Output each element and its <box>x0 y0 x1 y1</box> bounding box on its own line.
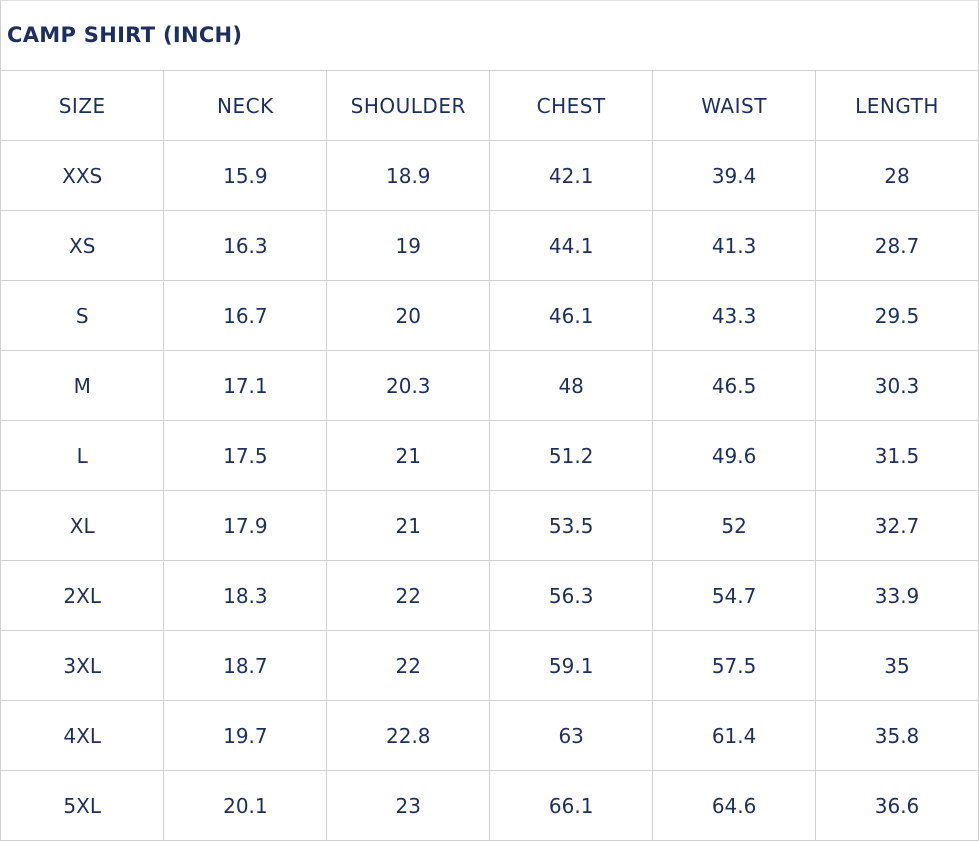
cell-neck: 19.7 <box>163 700 328 771</box>
cell-length: 33.9 <box>815 560 979 631</box>
column-header-shoulder: SHOULDER <box>326 71 491 141</box>
cell-length: 35.8 <box>815 700 979 771</box>
table-row: XXS 15.9 18.9 42.1 39.4 28 <box>1 140 979 211</box>
cell-waist: 64.6 <box>652 770 817 841</box>
cell-waist: 46.5 <box>652 350 817 421</box>
size-table: SIZE NECK SHOULDER CHEST WAIST LENGTH XXS 15.9… <box>1 71 979 841</box>
cell-chest: 44.1 <box>489 210 654 281</box>
cell-shoulder: 19 <box>326 210 491 281</box>
cell-waist: 54.7 <box>652 560 817 631</box>
table-row: 4XL 19.7 22.8 63 61.4 35.8 <box>1 700 979 771</box>
cell-neck: 20.1 <box>163 770 328 841</box>
table-row: 3XL 18.7 22 59.1 57.5 35 <box>1 630 979 701</box>
table-row: XS 16.3 19 44.1 41.3 28.7 <box>1 210 979 281</box>
header-row: SIZE NECK SHOULDER CHEST WAIST LENGTH <box>1 71 979 141</box>
cell-shoulder: 22 <box>326 560 491 631</box>
cell-size: 2XL <box>1 560 165 631</box>
table-row: 5XL 20.1 23 66.1 64.6 36.6 <box>1 770 979 841</box>
cell-chest: 56.3 <box>489 560 654 631</box>
table-row: XL 17.9 21 53.5 52 32.7 <box>1 490 979 561</box>
cell-size: XS <box>1 210 165 281</box>
column-header-size: SIZE <box>1 71 165 141</box>
cell-chest: 46.1 <box>489 280 654 351</box>
cell-size: S <box>1 280 165 351</box>
cell-shoulder: 21 <box>326 420 491 491</box>
cell-shoulder: 20 <box>326 280 491 351</box>
cell-size: 5XL <box>1 770 165 841</box>
cell-shoulder: 22.8 <box>326 700 491 771</box>
cell-length: 29.5 <box>815 280 979 351</box>
cell-shoulder: 18.9 <box>326 140 491 211</box>
column-header-length: LENGTH <box>815 71 979 141</box>
cell-chest: 42.1 <box>489 140 654 211</box>
cell-waist: 57.5 <box>652 630 817 701</box>
cell-size: 4XL <box>1 700 165 771</box>
cell-length: 28.7 <box>815 210 979 281</box>
cell-chest: 59.1 <box>489 630 654 701</box>
cell-chest: 48 <box>489 350 654 421</box>
cell-neck: 16.7 <box>163 280 328 351</box>
cell-waist: 43.3 <box>652 280 817 351</box>
cell-length: 32.7 <box>815 490 979 561</box>
column-header-waist: WAIST <box>652 71 817 141</box>
table-row: S 16.7 20 46.1 43.3 29.5 <box>1 280 979 351</box>
cell-size: L <box>1 420 165 491</box>
cell-chest: 63 <box>489 700 654 771</box>
cell-size: M <box>1 350 165 421</box>
cell-size: XL <box>1 490 165 561</box>
cell-waist: 39.4 <box>652 140 817 211</box>
cell-chest: 53.5 <box>489 490 654 561</box>
cell-waist: 61.4 <box>652 700 817 771</box>
cell-waist: 49.6 <box>652 420 817 491</box>
cell-neck: 18.7 <box>163 630 328 701</box>
column-header-neck: NECK <box>163 71 328 141</box>
cell-neck: 17.1 <box>163 350 328 421</box>
cell-shoulder: 22 <box>326 630 491 701</box>
cell-size: 3XL <box>1 630 165 701</box>
cell-length: 36.6 <box>815 770 979 841</box>
cell-neck: 17.9 <box>163 490 328 561</box>
cell-length: 31.5 <box>815 420 979 491</box>
cell-chest: 51.2 <box>489 420 654 491</box>
cell-waist: 41.3 <box>652 210 817 281</box>
cell-neck: 18.3 <box>163 560 328 631</box>
cell-length: 28 <box>815 140 979 211</box>
cell-length: 35 <box>815 630 979 701</box>
cell-neck: 15.9 <box>163 140 328 211</box>
table-row: 2XL 18.3 22 56.3 54.7 33.9 <box>1 560 979 631</box>
cell-shoulder: 23 <box>326 770 491 841</box>
cell-neck: 16.3 <box>163 210 328 281</box>
cell-length: 30.3 <box>815 350 979 421</box>
cell-chest: 66.1 <box>489 770 654 841</box>
cell-waist: 52 <box>652 490 817 561</box>
table-title: CAMP SHIRT (INCH) <box>1 1 979 71</box>
table-row: M 17.1 20.3 48 46.5 30.3 <box>1 350 979 421</box>
cell-size: XXS <box>1 140 165 211</box>
cell-shoulder: 21 <box>326 490 491 561</box>
table-row: L 17.5 21 51.2 49.6 31.5 <box>1 420 979 491</box>
cell-shoulder: 20.3 <box>326 350 491 421</box>
column-header-chest: CHEST <box>489 71 654 141</box>
cell-neck: 17.5 <box>163 420 328 491</box>
